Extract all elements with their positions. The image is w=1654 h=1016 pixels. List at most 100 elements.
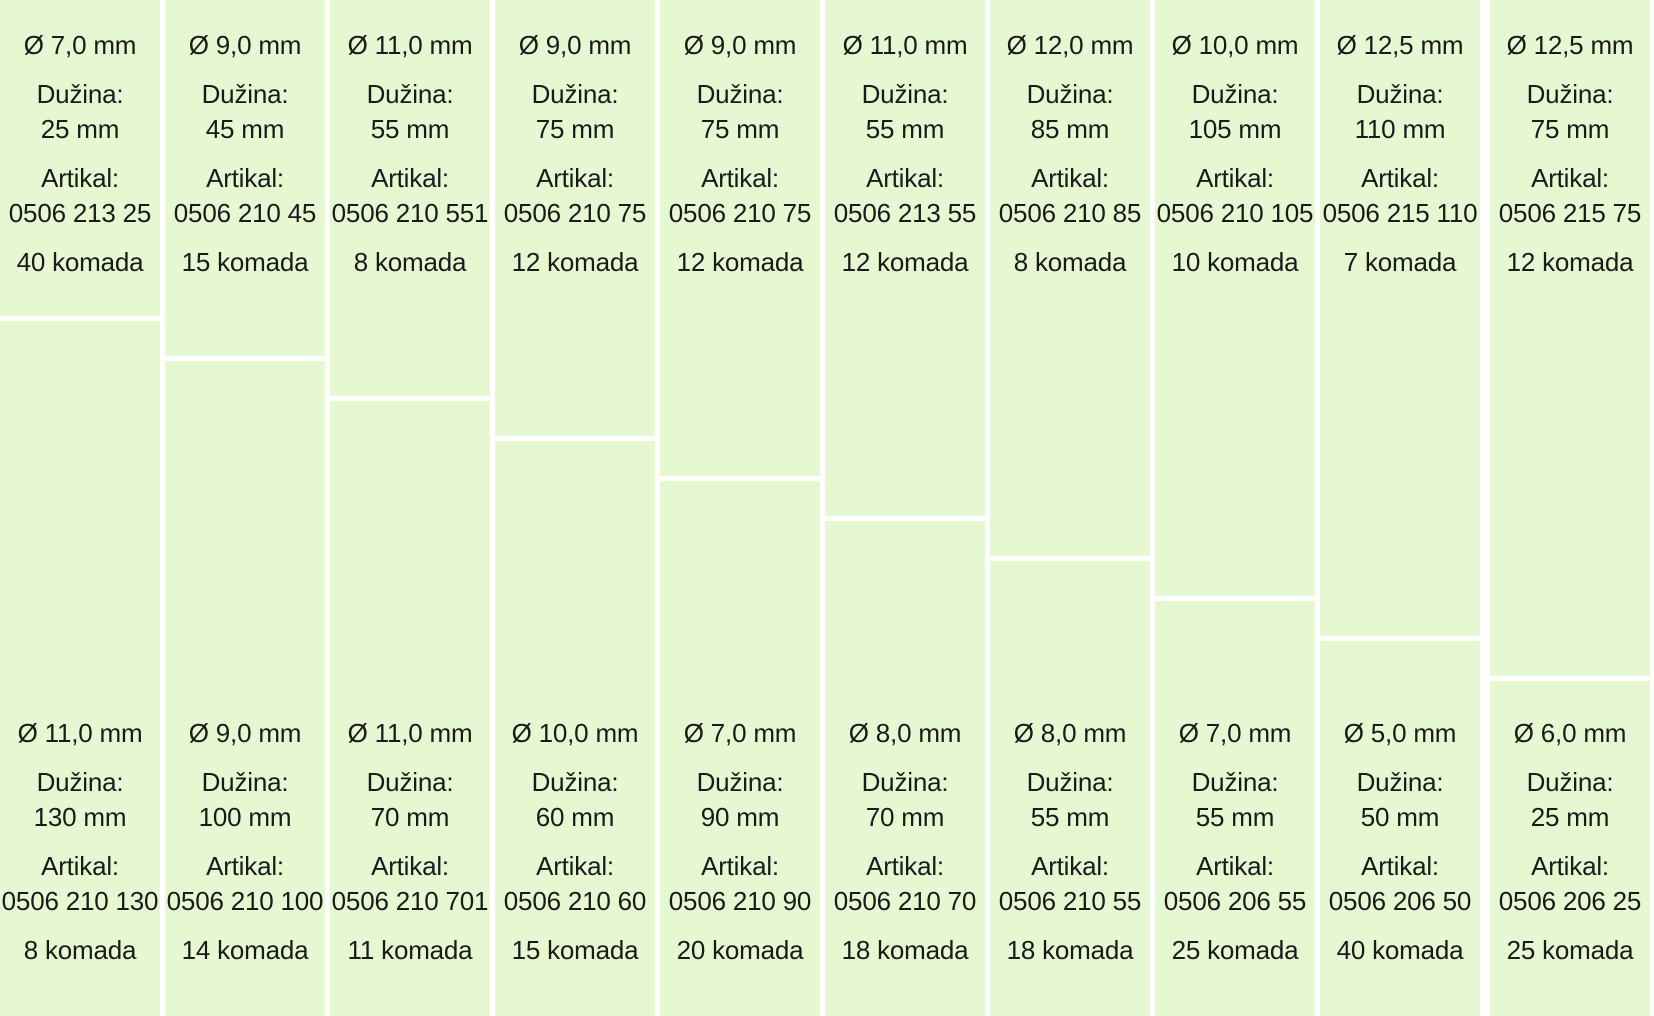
length-label: Dužina: xyxy=(1191,767,1279,797)
diameter-text: Ø 9,0 mm xyxy=(518,30,632,60)
quantity-text: 12 komada xyxy=(1506,247,1634,277)
quantity-text: 8 komada xyxy=(1013,247,1127,277)
article-label: Artikal: xyxy=(701,163,779,193)
length-value: 50 mm xyxy=(1360,802,1440,832)
quantity-text: 14 komada xyxy=(181,935,309,965)
article-number: 0506 210 45 xyxy=(173,198,317,228)
diameter-text: Ø 9,0 mm xyxy=(188,30,302,60)
diameter-text: Ø 8,0 mm xyxy=(1013,718,1127,748)
article-label: Artikal: xyxy=(371,851,449,881)
product-column: Ø 12,0 mm Dužina: 85 mm Artikal: 0506 210 85… xyxy=(990,0,1150,1016)
length-label: Dužina: xyxy=(201,79,289,109)
product-cell-bottom: Ø 6,0 mm Dužina: 25 mm Artikal: 0506 206 25 2… xyxy=(1490,681,1650,1016)
quantity-text: 18 komada xyxy=(1006,935,1134,965)
diameter-text: Ø 12,5 mm xyxy=(1506,30,1634,60)
article-label: Artikal: xyxy=(866,851,944,881)
product-cell-bottom: Ø 11,0 mm Dužina: 70 mm Artikal: 0506 210 70… xyxy=(330,401,490,1016)
article-number: 0506 210 100 xyxy=(166,886,324,916)
length-label: Dužina: xyxy=(1356,79,1444,109)
length-label: Dužina: xyxy=(366,79,454,109)
article-label: Artikal: xyxy=(41,851,119,881)
article-label: Artikal: xyxy=(1531,851,1609,881)
length-label: Dužina: xyxy=(36,767,124,797)
length-label: Dužina: xyxy=(1356,767,1444,797)
length-value: 70 mm xyxy=(370,802,450,832)
diameter-text: Ø 11,0 mm xyxy=(347,718,473,748)
diameter-text: Ø 5,0 mm xyxy=(1343,718,1457,748)
quantity-text: 7 komada xyxy=(1343,247,1457,277)
length-value: 70 mm xyxy=(865,802,945,832)
article-label: Artikal: xyxy=(1196,851,1274,881)
article-number: 0506 210 75 xyxy=(503,198,647,228)
length-label: Dužina: xyxy=(861,767,949,797)
quantity-text: 18 komada xyxy=(841,935,969,965)
product-cell-top: Ø 7,0 mm Dužina: 25 mm Artikal: 0506 213 25 4… xyxy=(0,0,160,316)
product-column: Ø 7,0 mm Dužina: 25 mm Artikal: 0506 213 25 4… xyxy=(0,0,160,1016)
length-label: Dužina: xyxy=(366,767,454,797)
diameter-text: Ø 7,0 mm xyxy=(683,718,797,748)
product-cell-top: Ø 9,0 mm Dužina: 75 mm Artikal: 0506 210 75 1… xyxy=(660,0,820,476)
article-label: Artikal: xyxy=(1031,851,1109,881)
length-value: 55 mm xyxy=(1030,802,1110,832)
article-label: Artikal: xyxy=(536,851,614,881)
article-number: 0506 206 50 xyxy=(1328,886,1472,916)
length-value: 85 mm xyxy=(1030,114,1110,144)
article-number: 0506 210 90 xyxy=(668,886,812,916)
length-label: Dužina: xyxy=(696,79,784,109)
product-cell-top: Ø 12,5 mm Dužina: 110 mm Artikal: 0506 215 1… xyxy=(1320,0,1480,636)
length-label: Dužina: xyxy=(1526,767,1614,797)
diameter-text: Ø 11,0 mm xyxy=(842,30,968,60)
article-label: Artikal: xyxy=(206,851,284,881)
diameter-text: Ø 12,5 mm xyxy=(1336,30,1464,60)
article-label: Artikal: xyxy=(1031,163,1109,193)
article-number: 0506 213 55 xyxy=(833,198,977,228)
product-column: Ø 12,5 mm Dužina: 110 mm Artikal: 0506 215 1… xyxy=(1320,0,1480,1016)
article-number: 0506 215 75 xyxy=(1498,198,1642,228)
product-cell-bottom: Ø 7,0 mm Dužina: 90 mm Artikal: 0506 210 90 2… xyxy=(660,481,820,1016)
length-value: 60 mm xyxy=(535,802,615,832)
product-cell-bottom: Ø 10,0 mm Dužina: 60 mm Artikal: 0506 210 60… xyxy=(495,441,655,1016)
length-value: 75 mm xyxy=(535,114,615,144)
article-number: 0506 210 551 xyxy=(331,198,489,228)
quantity-text: 40 komada xyxy=(1336,935,1464,965)
article-label: Artikal: xyxy=(866,163,944,193)
article-number: 0506 215 110 xyxy=(1322,198,1478,228)
product-cell-bottom: Ø 8,0 mm Dužina: 55 mm Artikal: 0506 210 55 1… xyxy=(990,561,1150,1016)
quantity-text: 25 komada xyxy=(1171,935,1299,965)
product-cell-bottom: Ø 8,0 mm Dužina: 70 mm Artikal: 0506 210 70 1… xyxy=(825,521,985,1016)
quantity-text: 40 komada xyxy=(16,247,144,277)
product-column: Ø 11,0 mm Dužina: 55 mm Artikal: 0506 213 55… xyxy=(825,0,985,1016)
quantity-text: 10 komada xyxy=(1171,247,1299,277)
diameter-text: Ø 10,0 mm xyxy=(511,718,639,748)
article-number: 0506 206 25 xyxy=(1498,886,1642,916)
length-value: 45 mm xyxy=(205,114,285,144)
product-cell-top: Ø 12,5 mm Dužina: 75 mm Artikal: 0506 215 75… xyxy=(1490,0,1650,676)
length-value: 55 mm xyxy=(1195,802,1275,832)
length-value: 25 mm xyxy=(1530,802,1610,832)
length-label: Dužina: xyxy=(861,79,949,109)
length-label: Dužina: xyxy=(1191,79,1279,109)
diameter-text: Ø 11,0 mm xyxy=(17,718,143,748)
product-cell-bottom: Ø 11,0 mm Dužina: 130 mm Artikal: 0506 210 1… xyxy=(0,321,160,1016)
length-label: Dužina: xyxy=(1026,767,1114,797)
diameter-text: Ø 7,0 mm xyxy=(23,30,137,60)
length-value: 75 mm xyxy=(1530,114,1610,144)
diameter-text: Ø 10,0 mm xyxy=(1171,30,1299,60)
quantity-text: 8 komada xyxy=(353,247,467,277)
length-value: 75 mm xyxy=(700,114,780,144)
length-value: 55 mm xyxy=(865,114,945,144)
article-number: 0506 210 70 xyxy=(833,886,977,916)
quantity-text: 12 komada xyxy=(511,247,639,277)
length-value: 130 mm xyxy=(33,802,127,832)
diameter-text: Ø 8,0 mm xyxy=(848,718,962,748)
article-label: Artikal: xyxy=(41,163,119,193)
length-label: Dužina: xyxy=(201,767,289,797)
article-label: Artikal: xyxy=(371,163,449,193)
article-number: 0506 210 130 xyxy=(1,886,159,916)
length-label: Dužina: xyxy=(696,767,784,797)
product-cell-bottom: Ø 5,0 mm Dužina: 50 mm Artikal: 0506 206 50 4… xyxy=(1320,641,1480,1016)
article-label: Artikal: xyxy=(536,163,614,193)
article-number: 0506 210 701 xyxy=(331,886,489,916)
article-label: Artikal: xyxy=(1361,851,1439,881)
article-number: 0506 210 75 xyxy=(668,198,812,228)
